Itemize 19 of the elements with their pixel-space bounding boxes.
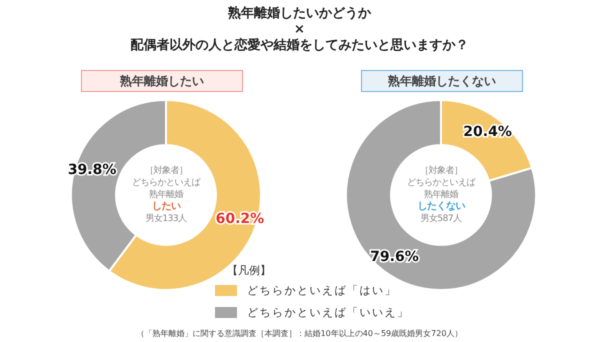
- text: したくない: [416, 201, 466, 213]
- text: どちらかといえば: [406, 177, 476, 189]
- chart-title: 熟年離婚したいかどうか × 配偶者以外の人と恋愛や結婚をしてみたいと思いますか？: [130, 6, 470, 54]
- legend-label: どちらかといえば「はい」: [247, 282, 397, 298]
- chart-subtitle: 熟年離婚したくない: [361, 70, 523, 92]
- text: したい: [150, 201, 182, 213]
- text: 熟年離婚: [148, 189, 184, 201]
- text: ［対象者］: [418, 165, 464, 177]
- text: （「熟年離婚」に関する意識調査［本調査］：結婚10年以上の40～59歳既婚男女720人）: [136, 328, 464, 339]
- text: ［対象者］: [144, 165, 188, 177]
- data-label: 20.4%: [463, 124, 512, 140]
- chart-subtitle: 熟年離婚したい: [81, 70, 243, 92]
- text: 男女587人: [419, 213, 463, 225]
- text: 熟年離婚: [423, 189, 460, 201]
- text: どちらかといえば: [131, 177, 202, 189]
- data-label: 79.6%: [370, 249, 419, 266]
- legend-title: 【凡例】: [227, 264, 271, 277]
- text: 男女133人: [144, 213, 188, 225]
- legend-label: どちらかといえば「いいえ」: [247, 304, 410, 320]
